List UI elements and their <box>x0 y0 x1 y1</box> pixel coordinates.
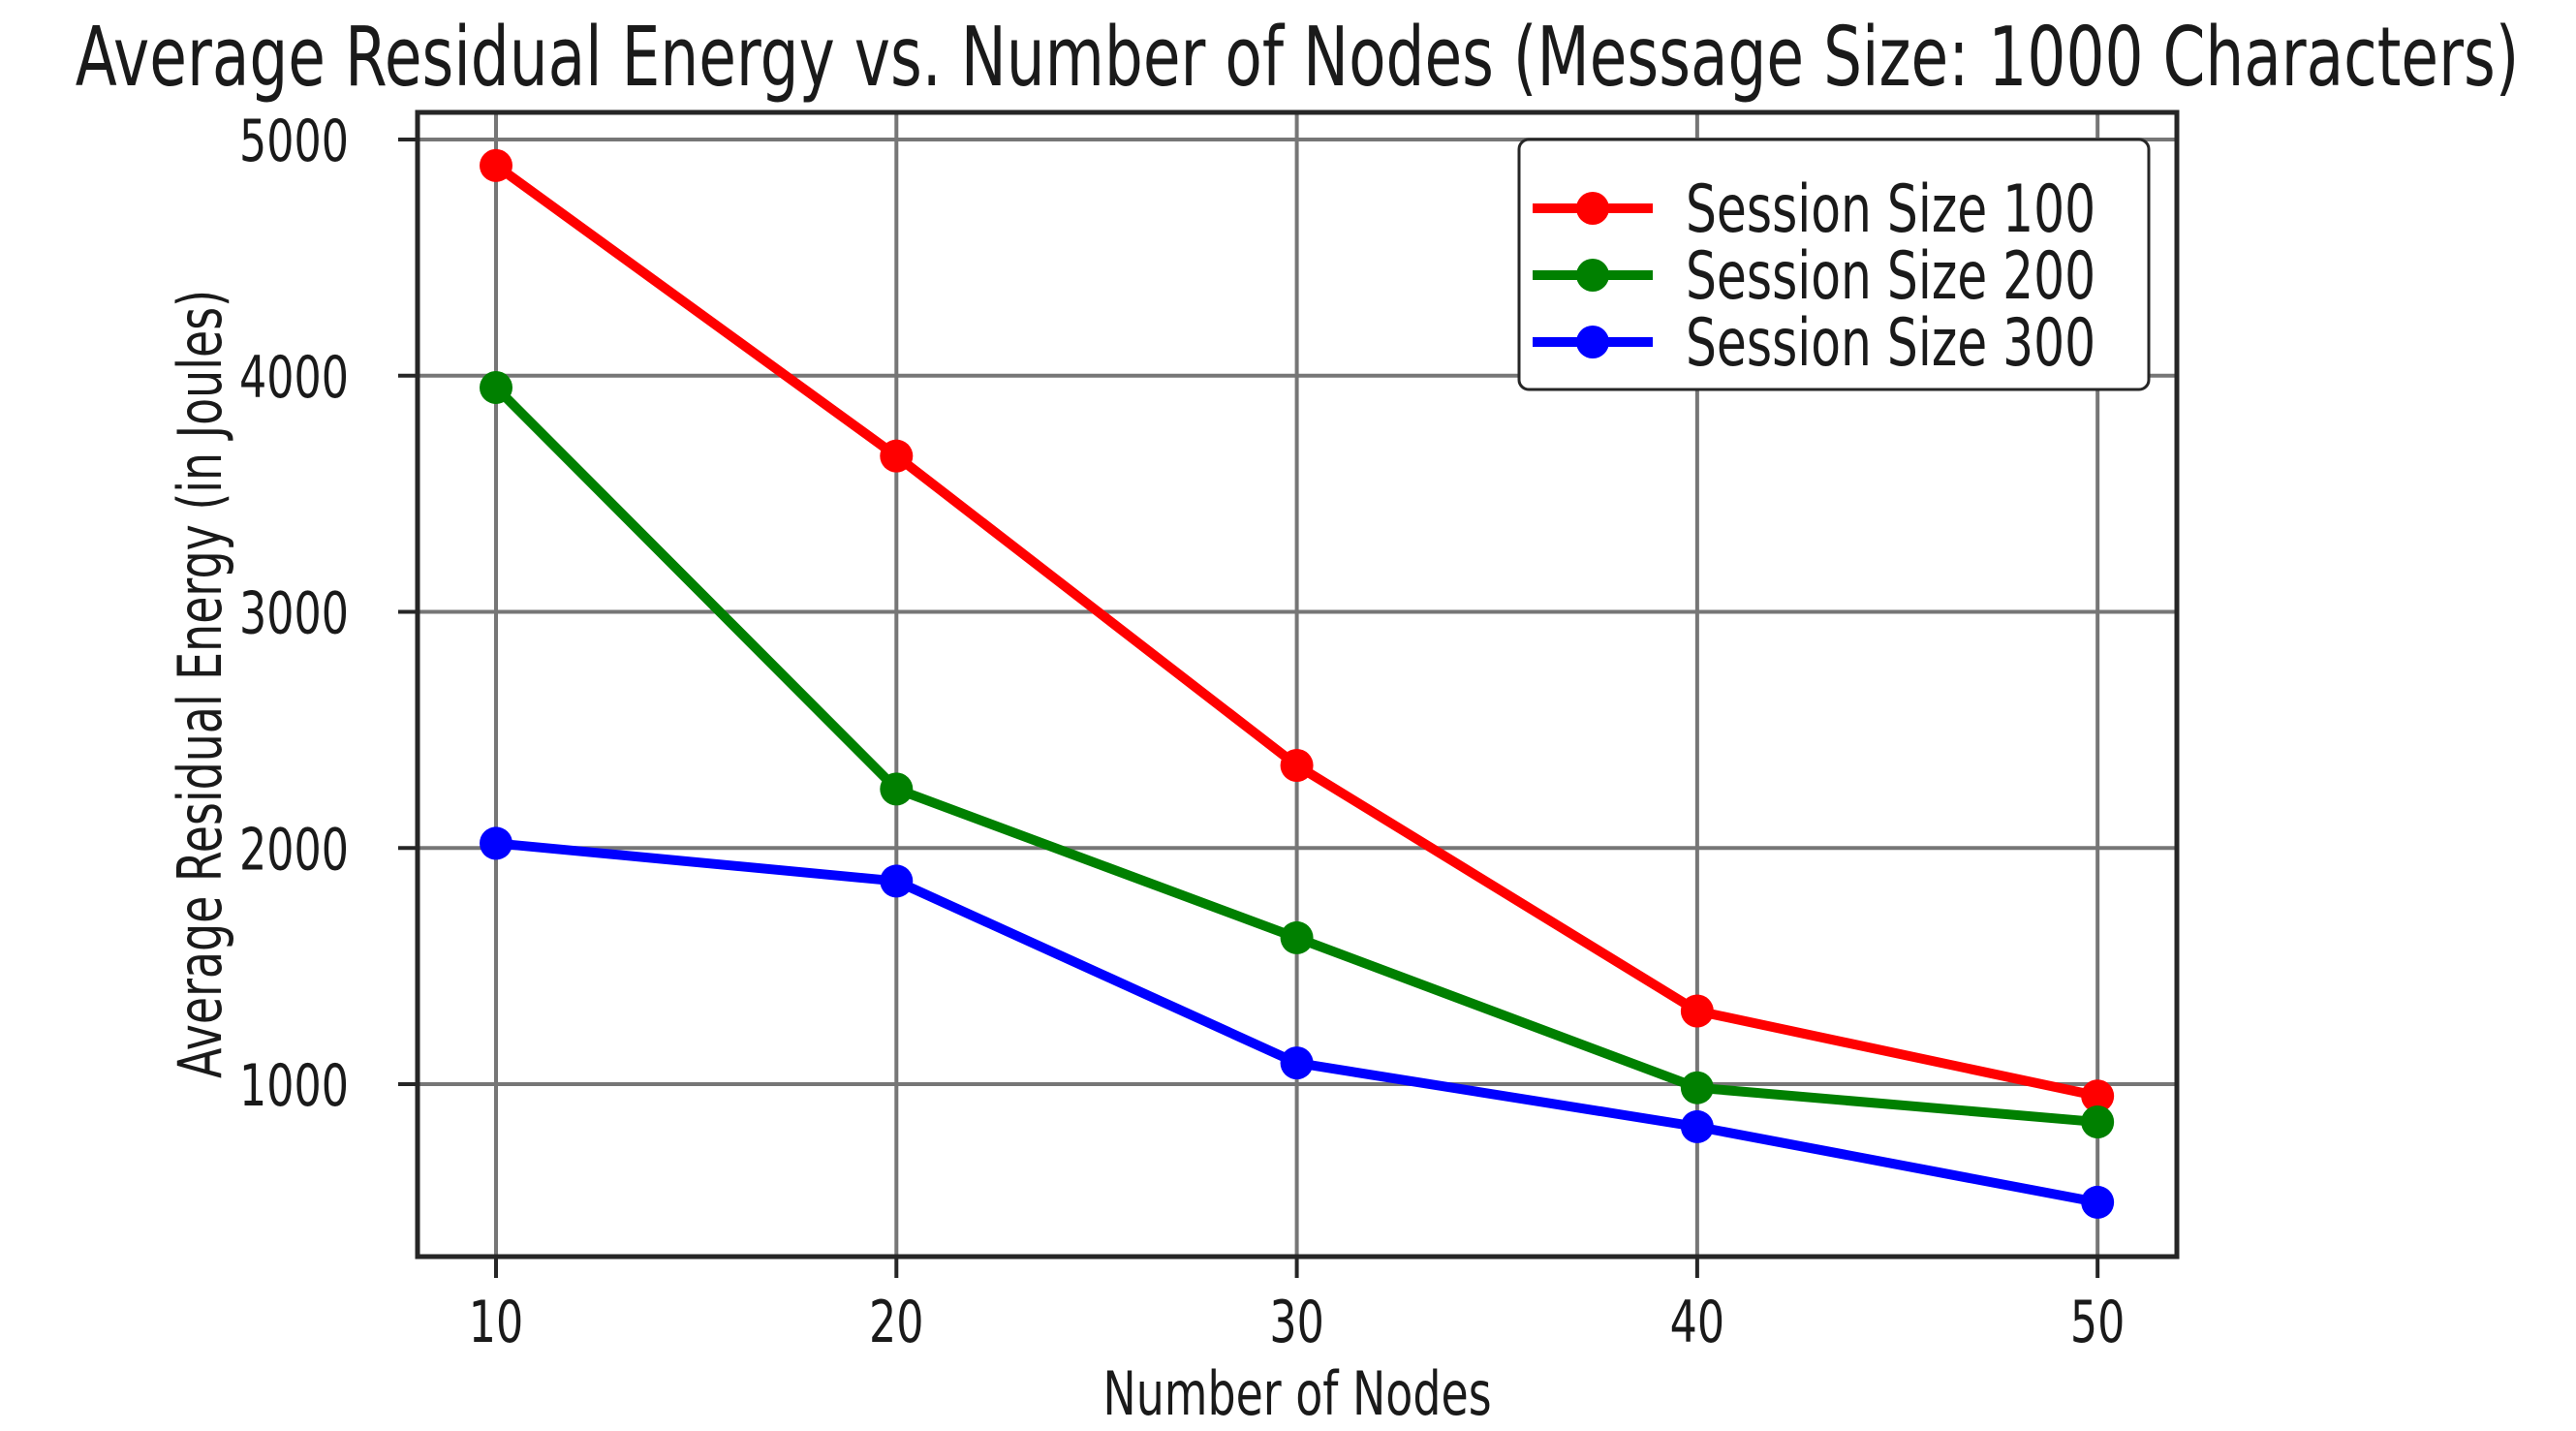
data-point-session-size-300-x50 <box>2081 1185 2115 1219</box>
x-tick-label-20: 20 <box>869 1289 923 1355</box>
legend-item-session-size-100: Session Size 100 <box>1533 171 2095 248</box>
legend-label-session-size-300: Session Size 300 <box>1686 304 2095 382</box>
series-session-size-100 <box>480 148 2115 1113</box>
data-point-session-size-100-x50 <box>2081 1079 2115 1113</box>
data-point-session-size-200-x50 <box>2081 1105 2115 1139</box>
y-tick-label-4000: 4000 <box>239 344 349 411</box>
series-session-size-200 <box>480 370 2115 1139</box>
axes-ticks <box>398 138 2100 1278</box>
x-axis-label: Number of Nodes <box>1102 1358 1491 1429</box>
legend-box <box>1517 138 2151 391</box>
y-tick-label-1000: 1000 <box>239 1052 349 1119</box>
y-tick-label-5000: 5000 <box>239 108 349 174</box>
data-point-session-size-200-x40 <box>1680 1071 1714 1104</box>
data-point-session-size-200-x10 <box>480 370 513 404</box>
x-tick-label-40: 40 <box>1670 1289 1724 1355</box>
y-tick-label-3000: 3000 <box>239 580 349 647</box>
data-point-session-size-100-x40 <box>1680 994 1714 1028</box>
data-point-session-size-300-x30 <box>1280 1046 1314 1080</box>
data-point-session-size-200-x30 <box>1280 920 1314 954</box>
legend-label-session-size-200: Session Size 200 <box>1686 237 2095 315</box>
legend-marker-session-size-100 <box>1576 192 1609 225</box>
series-session-size-300 <box>480 826 2115 1219</box>
legend-label-session-size-100: Session Size 100 <box>1686 171 2095 248</box>
legend-marker-session-size-300 <box>1576 326 1609 358</box>
data-point-session-size-200-x20 <box>880 772 914 806</box>
x-tick-label-30: 30 <box>1269 1289 1323 1355</box>
data-point-session-size-300-x20 <box>880 864 914 898</box>
y-tick-label-2000: 2000 <box>239 817 349 884</box>
legend-item-session-size-300: Session Size 300 <box>1533 304 2095 382</box>
x-tick-label-50: 50 <box>2070 1289 2125 1355</box>
x-tick-label-10: 10 <box>469 1289 523 1355</box>
y-axis-label: Average Residual Energy (in Joules) <box>165 290 235 1078</box>
legend-marker-session-size-200 <box>1576 259 1609 292</box>
data-point-session-size-100-x20 <box>880 439 914 473</box>
data-point-session-size-300-x10 <box>480 826 513 860</box>
legend-item-session-size-200: Session Size 200 <box>1533 237 2095 315</box>
data-point-session-size-100-x10 <box>480 148 513 182</box>
data-point-session-size-300-x40 <box>1680 1109 1714 1143</box>
data-point-session-size-100-x30 <box>1280 748 1314 782</box>
chart-title: Average Residual Energy vs. Number of No… <box>76 10 2520 106</box>
